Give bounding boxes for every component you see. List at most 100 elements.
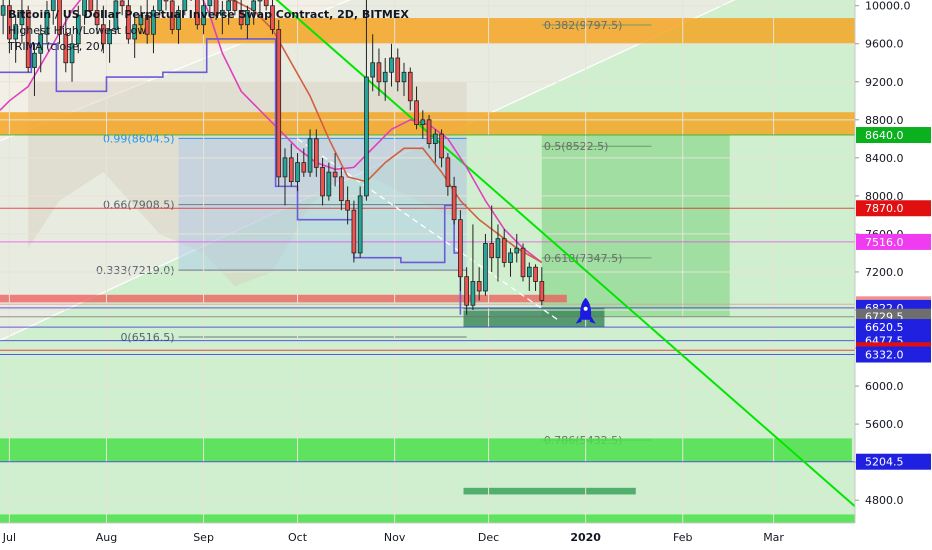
candle-body — [113, 0, 119, 30]
candle — [194, 0, 200, 30]
x-tick-label: 2020 — [570, 531, 601, 544]
candle — [432, 129, 438, 163]
candle — [276, 19, 282, 187]
candle-body — [364, 76, 369, 197]
x-tick-label: Nov — [384, 531, 406, 544]
candle-body — [0, 5, 6, 16]
candle — [395, 48, 401, 92]
candle — [232, 0, 238, 16]
candle — [238, 0, 244, 30]
candle-body — [464, 276, 469, 306]
candle — [389, 43, 394, 87]
y-tick-label: 4800.0 — [865, 494, 904, 507]
candle — [282, 148, 288, 206]
candle — [182, 0, 188, 16]
candle-body — [144, 14, 150, 35]
candle — [44, 0, 50, 44]
indicator-donchian-label[interactable]: Highest High/Lowest Low — [8, 24, 147, 37]
candle-body — [288, 157, 294, 183]
candle-body — [176, 10, 181, 30]
price-tag — [856, 233, 931, 250]
x-tick-label: Aug — [96, 531, 117, 544]
candle-body — [163, 0, 169, 2]
candle — [82, 0, 87, 25]
candle — [7, 0, 12, 54]
candle — [119, 0, 125, 16]
candle — [0, 0, 6, 35]
candle — [495, 224, 501, 282]
candle — [508, 248, 513, 277]
candle — [489, 205, 495, 272]
rocket-fins — [575, 315, 596, 324]
candle — [220, 0, 225, 35]
candle — [251, 0, 257, 25]
candle-body — [270, 5, 275, 30]
candle-body — [182, 0, 188, 11]
rocket-window — [583, 306, 588, 311]
candle-body — [157, 0, 163, 11]
candle-body — [138, 14, 144, 26]
candle-body — [520, 247, 526, 278]
candle — [295, 153, 300, 192]
y-tick-label: 8400.0 — [865, 152, 904, 165]
price-tag-label: 8640.0 — [865, 129, 904, 142]
y-tick-label: 6000.0 — [865, 380, 904, 393]
price-tag — [856, 346, 931, 363]
candle-body — [50, 0, 56, 11]
candle — [345, 186, 350, 225]
price-tag-label: 6620.5 — [865, 321, 904, 334]
candle-body — [282, 157, 288, 178]
candle — [313, 129, 319, 177]
candle — [414, 86, 419, 130]
target-zone — [541, 135, 730, 317]
candle — [351, 200, 357, 263]
price-tag-label: 6332.0 — [865, 348, 904, 361]
candle — [226, 0, 231, 25]
candle — [88, 0, 94, 16]
candle-body — [151, 10, 156, 35]
candle — [263, 0, 269, 11]
candle-body — [339, 176, 344, 202]
candle — [501, 229, 507, 268]
candle — [382, 58, 388, 101]
candle — [445, 153, 451, 196]
candle-body — [483, 243, 488, 292]
candle — [245, 5, 250, 39]
channel-upper-line — [0, 0, 352, 142]
candle-body — [307, 138, 313, 173]
candle — [201, 0, 206, 35]
chart-title: Bitcoin / US Dollar Perpetual Inverse Sw… — [8, 8, 409, 21]
candle — [458, 210, 463, 291]
candle-body — [376, 62, 382, 83]
candle — [138, 5, 144, 35]
candle-body — [132, 24, 138, 40]
candle — [326, 162, 332, 201]
candle — [376, 48, 382, 97]
candle — [163, 0, 169, 11]
candle — [288, 143, 294, 187]
candle — [320, 157, 325, 206]
downtrend-line — [275, 0, 856, 508]
candle — [94, 0, 100, 35]
candle-body — [220, 10, 225, 16]
indicator-trima-label[interactable]: TRIMA (close, 20) — [8, 40, 105, 53]
candle-body — [213, 0, 219, 16]
price-tag-label: 7516.0 — [865, 236, 904, 249]
candle-body — [313, 138, 319, 168]
candle — [332, 153, 338, 187]
price-tag — [856, 200, 931, 217]
candle-body — [370, 62, 376, 78]
x-tick-label: Dec — [478, 531, 499, 544]
candle — [25, 5, 31, 73]
candle-body — [445, 157, 451, 187]
y-tick-label: 7200.0 — [865, 266, 904, 279]
price-tag-label: 5204.5 — [865, 456, 904, 469]
candle — [113, 0, 119, 35]
candle — [207, 0, 213, 16]
candle-body — [69, 43, 75, 64]
candle-body — [276, 29, 282, 178]
x-tick-label: Oct — [288, 531, 308, 544]
fib-left-label: 0(6516.5) — [120, 331, 174, 344]
